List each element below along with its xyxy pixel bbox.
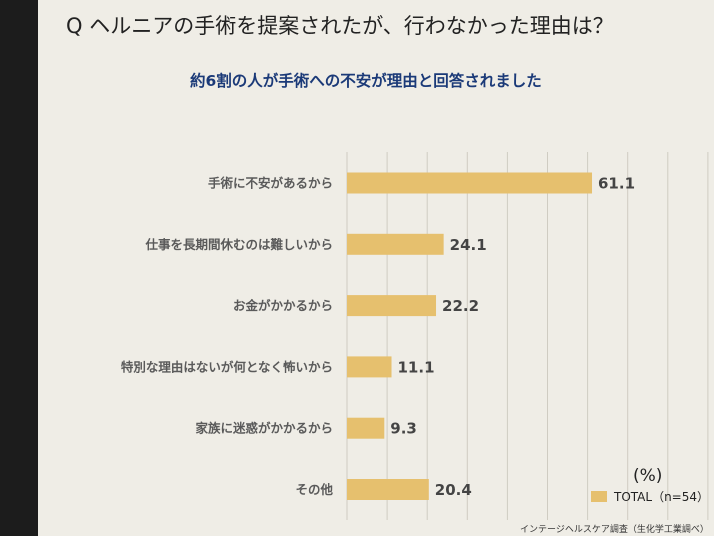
- bar-2: [347, 295, 437, 317]
- question-title: Q ヘルニアの手術を提案されたが、行わなかった理由は？: [66, 14, 614, 38]
- bar-0: [347, 172, 593, 194]
- unit-label: (%): [633, 466, 663, 486]
- value-label-5: 20.4: [435, 481, 472, 499]
- category-label-5: その他: [295, 482, 333, 497]
- bar-1: [347, 233, 444, 255]
- value-label-4: 9.3: [390, 420, 417, 438]
- category-label-3: 特別な理由はないが何となく怖いから: [121, 359, 333, 374]
- legend-label: TOTAL（n=54）: [614, 490, 709, 504]
- left-accent-bar: [0, 0, 38, 536]
- category-label-1: 仕事を長期間休むのは難しいから: [144, 237, 333, 252]
- value-label-0: 61.1: [598, 175, 635, 193]
- legend-swatch: [591, 491, 607, 502]
- value-label-2: 22.2: [442, 297, 479, 315]
- category-label-4: 家族に迷惑がかかるから: [195, 421, 333, 436]
- category-label-0: 手術に不安があるから: [208, 176, 333, 191]
- legend: TOTAL（n=54）: [591, 488, 709, 505]
- value-label-3: 11.1: [398, 358, 435, 376]
- bar-4: [347, 417, 385, 439]
- bar-5: [347, 479, 429, 500]
- value-label-1: 24.1: [450, 236, 487, 254]
- chart-subtitle: 約6割の人が手術への不安が理由と回答されました: [190, 72, 542, 90]
- source-note: インテージヘルスケア調査（生化学工業調べ）: [520, 525, 709, 535]
- bar-3: [347, 356, 392, 378]
- category-label-2: お金がかかるから: [233, 298, 333, 313]
